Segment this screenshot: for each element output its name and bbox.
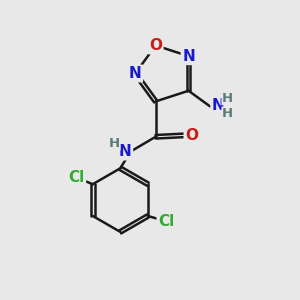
Text: N: N (129, 66, 142, 81)
Text: N: N (182, 49, 195, 64)
Text: H: H (109, 137, 120, 150)
Text: N: N (119, 144, 132, 159)
Text: H: H (222, 107, 233, 120)
Text: Cl: Cl (158, 214, 174, 229)
Text: Cl: Cl (68, 170, 85, 185)
Text: O: O (185, 128, 198, 143)
Text: O: O (149, 38, 162, 53)
Text: H: H (222, 92, 233, 105)
Text: N: N (212, 98, 225, 113)
